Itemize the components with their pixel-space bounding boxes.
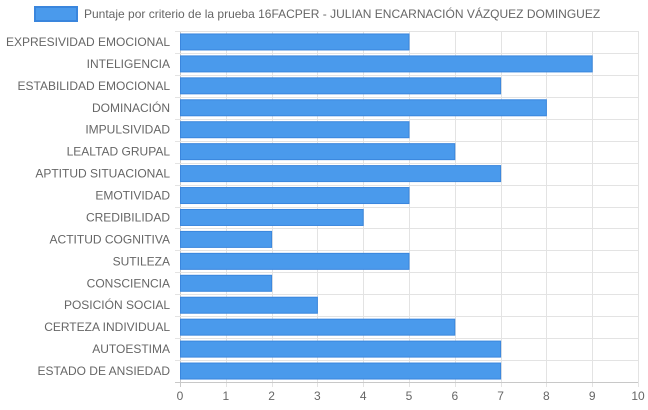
x-tick-label: 8 [543, 389, 550, 403]
bar[interactable] [180, 187, 410, 205]
bar[interactable] [180, 165, 502, 183]
bar[interactable] [180, 121, 410, 139]
y-tick-label: EMOTIVIDAD [95, 189, 170, 203]
y-tick-label: IMPULSIVIDAD [85, 123, 170, 137]
bar[interactable] [180, 252, 410, 270]
y-tick-label: POSICIÓN SOCIAL [64, 297, 170, 312]
legend-swatch [34, 6, 78, 22]
x-tick-label: 3 [314, 389, 321, 403]
x-tick-label: 5 [406, 389, 413, 403]
bars [180, 33, 593, 380]
x-tick-label: 4 [360, 389, 367, 403]
legend[interactable]: Puntaje por criterio de la prueba 16FACP… [34, 6, 600, 22]
y-tick-label: AUTOESTIMA [92, 342, 170, 356]
y-tick-label: CERTEZA INDIVIDUAL [44, 320, 170, 334]
y-tick-label: APTITUD SITUACIONAL [35, 167, 170, 181]
bar[interactable] [180, 274, 273, 292]
x-tick-label: 2 [268, 389, 275, 403]
bar[interactable] [180, 99, 547, 117]
bar[interactable] [180, 33, 410, 51]
bar[interactable] [180, 362, 502, 380]
y-tick-label: ESTABILIDAD EMOCIONAL [18, 79, 171, 93]
bar[interactable] [180, 55, 593, 73]
y-tick-label: SUTILEZA [113, 254, 170, 268]
y-tick-label: EXPRESIVIDAD EMOCIONAL [6, 35, 170, 49]
x-axis-labels: 0 1 2 3 4 5 6 7 8 9 10 [177, 389, 645, 403]
y-tick-label: LEALTAD GRUPAL [67, 145, 171, 159]
x-tick-label: 1 [222, 389, 229, 403]
legend-label: Puntaje por criterio de la prueba 16FACP… [84, 6, 600, 21]
x-tick-label: 10 [631, 389, 645, 403]
y-tick-label: ESTADO DE ANSIEDAD [38, 364, 171, 378]
bar[interactable] [180, 340, 502, 358]
bar[interactable] [180, 208, 364, 226]
y-tick-label: CREDIBILIDAD [86, 210, 170, 224]
bar[interactable] [180, 230, 273, 248]
x-tick-label: 6 [451, 389, 458, 403]
bar[interactable] [180, 296, 318, 314]
y-tick-label: INTELIGENCIA [87, 57, 170, 71]
bar[interactable] [180, 143, 456, 161]
x-tick-label: 0 [177, 389, 184, 403]
y-tick-label: ACTITUD COGNITIVA [50, 232, 170, 246]
bar[interactable] [180, 77, 502, 95]
x-tick-label: 9 [589, 389, 596, 403]
bar[interactable] [180, 318, 456, 336]
x-tick-label: 7 [497, 389, 504, 403]
y-tick-label: DOMINACIÓN [92, 100, 170, 115]
y-axis-labels: EXPRESIVIDAD EMOCIONAL INTELIGENCIA ESTABI… [6, 35, 170, 378]
y-tick-label: CONSCIENCIA [87, 276, 170, 290]
